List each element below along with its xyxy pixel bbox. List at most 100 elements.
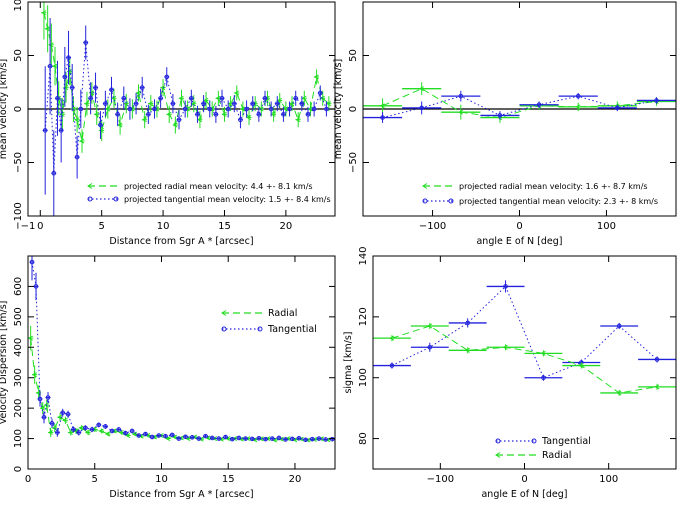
x-tick-label: 20	[289, 474, 302, 485]
tangential-line	[382, 95, 657, 119]
legend: Tangential Radial	[495, 436, 591, 461]
y-tick-label: 100	[13, 0, 24, 12]
y-tick-label: −50	[13, 152, 24, 173]
legend-marker	[495, 452, 501, 458]
data-layer	[40, 2, 332, 216]
tangential-point	[263, 436, 268, 442]
radial-point	[614, 103, 620, 109]
tangential-point	[121, 96, 127, 101]
y-tick-label: 80	[358, 432, 369, 445]
tangential-point	[88, 96, 93, 101]
radial-point	[221, 111, 227, 117]
radial-point	[198, 436, 204, 442]
tangential-point	[169, 432, 175, 438]
x-axis-label: Distance from Sgr A * [arcsec]	[109, 236, 253, 247]
y-tick-label: 0	[348, 106, 359, 112]
tangential-point	[83, 40, 89, 45]
tangential-point	[195, 112, 200, 117]
tangential-point	[164, 74, 170, 80]
tangential-point	[60, 410, 66, 416]
tangential-point	[305, 112, 311, 117]
radial-point	[285, 436, 291, 442]
tangential-point	[65, 411, 71, 417]
tangential-point	[311, 106, 317, 112]
tangential-point	[310, 436, 315, 442]
radial-point	[118, 430, 124, 435]
radial-point	[379, 103, 385, 109]
tangential-point	[89, 427, 95, 432]
radial-point	[56, 414, 63, 420]
legend-marker	[422, 183, 428, 189]
tangential-line	[44, 42, 327, 174]
series-tangential	[363, 90, 676, 123]
radial-point	[291, 437, 298, 443]
y-tick-label: 0	[13, 106, 24, 112]
y-axis-label: sigma [km/s]	[343, 331, 354, 393]
tangential-point	[209, 435, 215, 441]
y-tick-label: 50	[13, 49, 24, 62]
radial-point	[48, 42, 54, 48]
tangential-point	[316, 436, 322, 441]
x-tick-label: −1	[21, 221, 36, 232]
tangential-point	[129, 428, 135, 434]
radial-line	[382, 88, 657, 119]
tangential-point	[41, 414, 47, 420]
tangential-point	[203, 433, 208, 439]
radial-point	[165, 436, 171, 442]
tangential-point	[256, 435, 262, 441]
x-tick-label: 0	[516, 221, 522, 232]
radial-point	[28, 335, 33, 341]
y-tick-label: −50	[348, 152, 359, 173]
tangential-point	[158, 96, 163, 101]
tangential-point	[229, 436, 235, 442]
radial-point	[231, 436, 238, 442]
tangential-point	[419, 105, 424, 111]
x-tick-label: 10	[155, 474, 168, 485]
tangential-point	[244, 106, 249, 112]
radial-point	[172, 122, 178, 128]
x-axis-label: angle E of N [deg]	[476, 236, 562, 247]
tangential-point	[29, 259, 35, 265]
legend-label: projected tangential mean velocity: 1.5 …	[124, 195, 331, 204]
radial-point	[616, 390, 622, 396]
radial-point	[147, 101, 154, 107]
tangential-point	[71, 427, 76, 432]
tangential-point	[536, 102, 542, 108]
legend-label: projected tangential mean velocity: 2.3 …	[459, 197, 658, 206]
tangential-point	[238, 117, 243, 122]
tangential-point	[389, 363, 395, 368]
tangential-point	[183, 434, 188, 440]
y-tick-label: 100	[358, 368, 369, 387]
x-tick-label: 0	[37, 221, 43, 232]
x-tick-label: 10	[157, 221, 170, 232]
tangential-point	[133, 101, 139, 106]
tangential-point	[380, 115, 385, 120]
y-axis-label: mean velocity [km/s]	[333, 59, 344, 159]
tangential-point	[303, 437, 308, 443]
tangential-point	[274, 101, 280, 106]
tangential-point	[615, 105, 620, 111]
series-radial	[363, 82, 676, 123]
x-tick-label: 5	[92, 474, 98, 485]
tangential-point	[152, 106, 157, 112]
radial-point	[426, 323, 433, 329]
tangential-point	[287, 106, 292, 112]
radial-point	[44, 26, 50, 32]
tangential-point	[98, 122, 103, 128]
tangential-point	[232, 101, 237, 106]
tangential-point	[317, 90, 323, 96]
radial-point	[84, 430, 91, 435]
y-tick-label: 600	[13, 277, 24, 296]
x-tick-label: −100	[427, 474, 454, 485]
legend-label: projected radial mean velocity: 4.4 +- 8…	[124, 182, 313, 191]
x-tick-label: 0	[25, 474, 31, 485]
y-tick-label: 140	[358, 246, 369, 265]
tangential-point	[323, 437, 328, 442]
radial-line	[43, 12, 330, 142]
radial-point	[98, 428, 104, 434]
tangential-point	[55, 430, 60, 435]
legend-marker	[87, 183, 93, 189]
tangential-point	[69, 85, 75, 90]
tangential-point	[256, 112, 262, 117]
